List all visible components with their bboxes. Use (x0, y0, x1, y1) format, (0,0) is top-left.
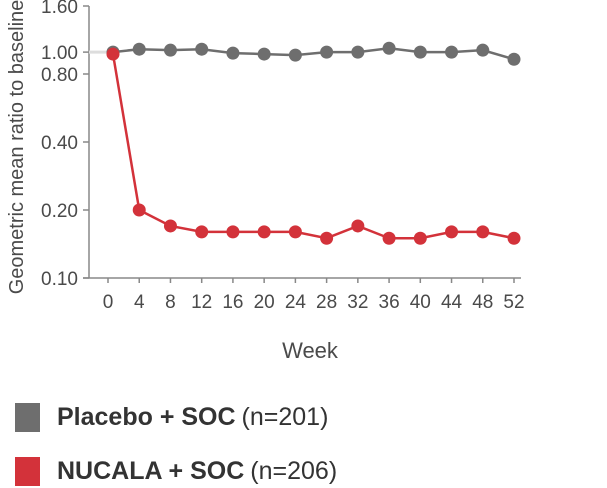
legend-swatch-nucala (15, 457, 40, 486)
chart: 1.601.000.800.400.200.100 4 8 12 16 20 24 28 32 3… (6, 0, 525, 363)
x-tick-label: 48 (472, 292, 493, 313)
x-tick-label: 20 (254, 292, 275, 313)
data-point-0 (195, 42, 209, 56)
legend-item-placebo: Placebo + SOC (n=201) (15, 403, 328, 432)
x-tick-label: 8 (165, 292, 176, 313)
x-tick-label: 12 (191, 292, 212, 313)
data-point-0 (382, 41, 396, 55)
data-point-0 (226, 46, 240, 60)
x-tick-label: 52 (503, 292, 524, 313)
data-point-0 (288, 48, 302, 62)
x-tick-label: 32 (347, 292, 368, 313)
data-point-1 (226, 225, 240, 239)
data-point-0 (476, 43, 490, 57)
data-point-1 (106, 47, 120, 61)
data-point-0 (413, 45, 427, 59)
x-axis-label: Week (282, 338, 339, 363)
data-point-1 (163, 219, 177, 233)
x-tick-label: 16 (222, 292, 243, 313)
legend-n-nucala: (n=206) (250, 457, 338, 485)
data-point-1 (445, 225, 459, 239)
data-point-1 (413, 231, 427, 245)
series-line-1 (111, 53, 515, 240)
data-point-1 (320, 231, 334, 245)
y-tick-label: 0.80 (41, 65, 78, 86)
legend-label-placebo: Placebo + SOC (57, 403, 236, 431)
data-point-1 (507, 231, 521, 245)
legend-n-placebo: (n=201) (241, 403, 329, 431)
data-point-0 (507, 52, 521, 66)
x-tick-label: 28 (316, 292, 337, 313)
x-tick-label: 24 (285, 292, 307, 313)
data-point-1 (195, 225, 209, 239)
legend-swatch-placebo (15, 403, 40, 432)
legend-item-nucala: NUCALA + SOC (n=206) (15, 457, 337, 486)
x-tick-label: 40 (410, 292, 431, 313)
y-tick-label: 0.20 (41, 201, 78, 222)
y-tick-label: 1.00 (41, 43, 78, 64)
y-tick-label: 0.10 (41, 269, 78, 290)
data-point-1 (132, 203, 146, 217)
data-point-0 (351, 45, 365, 59)
data-point-0 (163, 43, 177, 57)
data-point-0 (257, 47, 271, 61)
x-tick-label: 4 (134, 292, 145, 313)
data-point-1 (382, 231, 396, 245)
y-tick-label: 1.60 (41, 0, 78, 18)
y-tick-label: 0.40 (41, 133, 78, 154)
x-tick-label: 44 (441, 292, 463, 313)
data-point-1 (288, 225, 302, 239)
data-point-0 (320, 45, 334, 59)
data-point-0 (132, 42, 146, 56)
x-tick-label: 36 (379, 292, 400, 313)
y-axis-label: Geometric mean ratio to baseline (6, 0, 28, 294)
x-tick-label: 0 (103, 292, 114, 313)
data-point-0 (445, 45, 459, 59)
data-point-1 (257, 225, 271, 239)
data-point-1 (476, 225, 490, 239)
legend-label-nucala: NUCALA + SOC (57, 457, 245, 485)
data-point-1 (351, 219, 365, 233)
